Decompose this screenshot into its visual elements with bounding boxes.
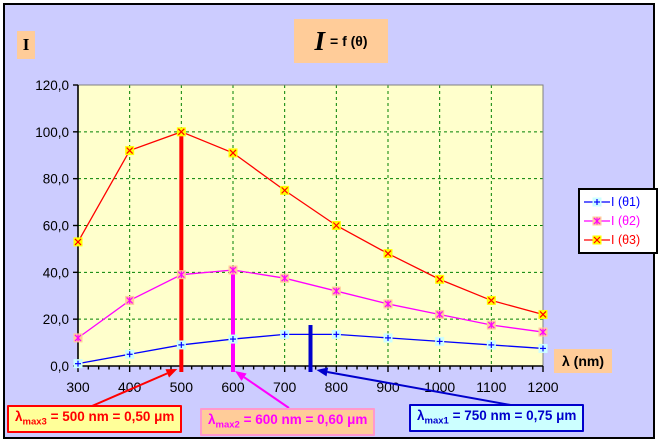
legend-label: I (θ2) <box>611 214 641 228</box>
lambda-symbol: λ <box>417 408 425 423</box>
lambda-max-vlines <box>179 131 313 372</box>
legend-key-icon <box>584 216 610 226</box>
lambda-symbol: λ <box>208 412 216 427</box>
y-tick-label: 60,0 <box>43 219 69 234</box>
y-tick-label: 100,0 <box>35 125 69 140</box>
legend: I (θ1) I (θ2) I (θ3) <box>578 188 658 254</box>
lambda-subscript: max2 <box>215 419 240 431</box>
x-tick-label: 600 <box>221 379 245 395</box>
chart-title-symbol: I <box>314 25 325 56</box>
annotation-value: = 500 nm = 0,50 μm <box>50 409 175 424</box>
series-markers <box>73 127 548 369</box>
annotation-arrow <box>316 367 517 407</box>
lambda-symbol: λ <box>15 409 23 424</box>
x-tick-label: 400 <box>118 379 142 395</box>
lambda-subscript: max1 <box>424 415 449 427</box>
x-axis-title: λ (nm) <box>554 349 612 373</box>
legend-item-3: I (θ3) <box>584 233 653 247</box>
y-tick-label: 80,0 <box>43 172 69 187</box>
x-tick-label: 800 <box>325 379 349 395</box>
legend-item-1: I (θ1) <box>584 195 653 209</box>
annotation-value: = 750 nm = 0,75 μm <box>452 408 577 423</box>
legend-label: I (θ3) <box>611 233 641 247</box>
x-tick-label: 700 <box>273 379 297 395</box>
x-axis-title-text: λ (nm) <box>562 353 604 369</box>
y-tick-label: 40,0 <box>43 265 69 280</box>
y-axis-title: I <box>17 31 35 59</box>
annotation-lambda-max2: λmax2 = 600 nm = 0,60 μm <box>200 408 376 436</box>
x-tick-label: 500 <box>170 379 194 395</box>
chart-title: I = f (θ) <box>294 19 388 63</box>
annotation-lambda-max1: λmax1 = 750 nm = 0,75 μm <box>409 404 585 432</box>
lambda-subscript: max3 <box>22 416 47 428</box>
series-line-1 <box>77 269 544 339</box>
legend-key-icon <box>584 197 610 207</box>
series-line-2 <box>77 131 544 316</box>
y-tick-label: 0,0 <box>50 359 69 374</box>
tick-labels: 0,0 20,0 40,0 60,0 80,0 100,0 120,0 300 400 500 60… <box>35 78 559 395</box>
legend-item-2: I (θ2) <box>584 214 653 228</box>
annotation-arrow <box>235 371 290 409</box>
y-tick-label: 20,0 <box>43 312 69 327</box>
x-tick-label: 300 <box>66 379 90 395</box>
plot-area <box>78 85 543 366</box>
y-tick-label: 120,0 <box>35 78 69 93</box>
annotation-value: = 600 nm = 0,60 μm <box>243 412 368 427</box>
x-tick-label: 1200 <box>527 379 558 395</box>
chart-title-text: = f (θ) <box>330 33 368 49</box>
annotation-lambda-max3: λmax3 = 500 nm = 0,50 μm <box>7 405 183 433</box>
y-axis-title-text: I <box>22 35 30 54</box>
legend-key-icon <box>584 235 610 245</box>
annotation-arrow <box>91 369 178 407</box>
legend-label: I (θ1) <box>611 195 641 209</box>
x-tick-label: 1100 <box>476 379 506 395</box>
